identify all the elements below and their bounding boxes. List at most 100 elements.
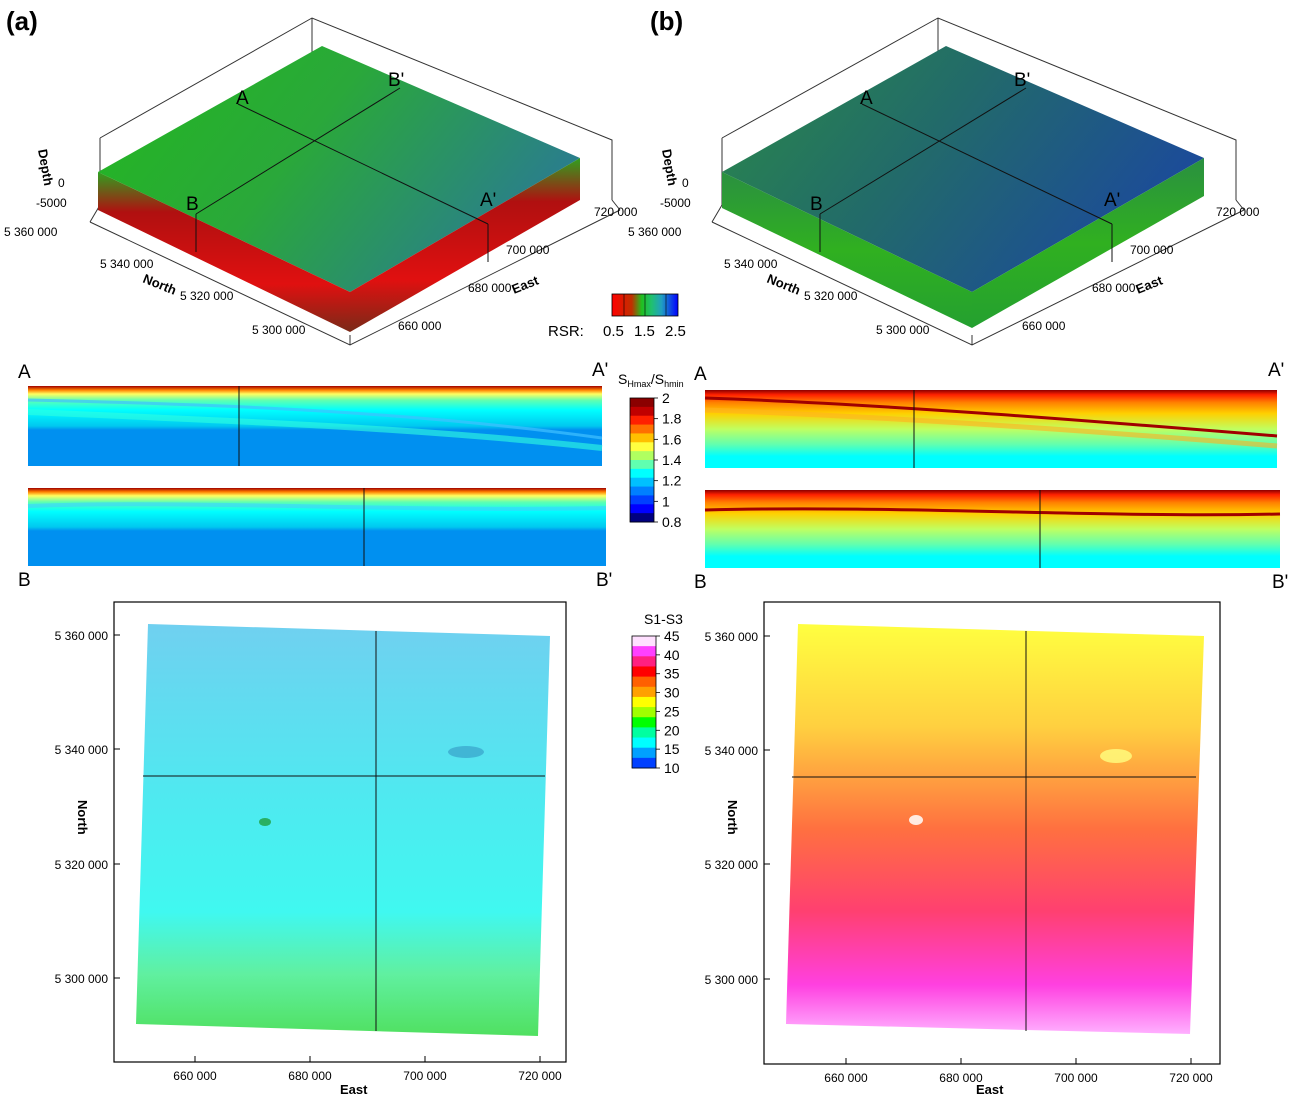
colorbar-tick-label: 1.8 bbox=[662, 411, 682, 427]
colorbar-tick-label: 1.4 bbox=[662, 452, 682, 468]
colorbar-swatch bbox=[630, 424, 654, 434]
s1s3-colorbar: S1-S3 45 40 35 30 25 20 15 10 bbox=[631, 611, 683, 776]
north-tick-2-b: 5 320 000 bbox=[804, 289, 858, 303]
map-surface-a bbox=[136, 624, 550, 1036]
east-tick-3-a: 660 000 bbox=[398, 319, 442, 333]
block-side-right bbox=[350, 158, 580, 332]
section-bb-b bbox=[705, 490, 1280, 568]
map-north-tick: 5 320 000 bbox=[55, 858, 109, 872]
north-tick-0-a: 5 360 000 bbox=[4, 225, 58, 239]
east-title-b: East bbox=[1134, 272, 1166, 296]
block-diagram-a: A B' B A' Depth 0 -5000 5 360 000 5 340 … bbox=[4, 17, 638, 346]
rsr-tick-1: 1.5 bbox=[634, 323, 655, 340]
colorbar-swatch bbox=[630, 477, 654, 488]
map-north-title-b: North bbox=[725, 800, 740, 835]
colorbar-swatch bbox=[632, 696, 656, 708]
colorbar-swatch bbox=[632, 747, 656, 759]
map-east-tick: 660 000 bbox=[824, 1071, 868, 1085]
colorbar-swatch bbox=[630, 398, 654, 408]
north-tick-3-b: 5 300 000 bbox=[876, 323, 930, 337]
map-east-tick: 680 000 bbox=[939, 1071, 983, 1085]
block-label-A: A bbox=[236, 88, 249, 109]
colorbar-swatch bbox=[630, 495, 654, 505]
map-north-title-a: North bbox=[75, 800, 90, 835]
block-label-B: B bbox=[186, 194, 199, 215]
colorbar-tick-label: 30 bbox=[664, 685, 680, 701]
block-side-left bbox=[722, 172, 972, 328]
block-label-Bp: B' bbox=[388, 70, 404, 91]
north-tick-2-a: 5 320 000 bbox=[180, 289, 234, 303]
rsr-label: RSR: bbox=[548, 323, 584, 340]
shmax-colorbar: SHmax/Shmin 2 1.8 1.6 1.4 1.2 1 0.8 bbox=[618, 371, 684, 530]
s1s3-colorbar-ramp bbox=[632, 636, 656, 769]
east-tick-3-b: 660 000 bbox=[1022, 319, 1066, 333]
depth-tick-0-a: 0 bbox=[58, 176, 65, 190]
north-tick-3-a: 5 300 000 bbox=[252, 323, 306, 337]
north-tick-1-a: 5 340 000 bbox=[100, 257, 154, 271]
map-north-tick: 5 340 000 bbox=[705, 744, 759, 758]
colorbar-swatch bbox=[630, 460, 654, 470]
colorbar-swatch bbox=[630, 468, 654, 479]
depth-tick-1-a: -5000 bbox=[36, 196, 67, 210]
colorbar-tick-label: 0.8 bbox=[662, 514, 682, 530]
colorbar-tick-label: 25 bbox=[664, 703, 680, 719]
colorbar-swatch bbox=[630, 504, 654, 514]
map-surface-b bbox=[786, 624, 1204, 1034]
east-tick-0-b: 720 000 bbox=[1216, 205, 1260, 219]
map-east-tick: 700 000 bbox=[403, 1069, 447, 1083]
map-north-tick: 5 340 000 bbox=[55, 743, 109, 757]
colorbar-swatch bbox=[630, 513, 654, 523]
colorbar-swatch bbox=[632, 737, 656, 749]
sections-a: A A' B B' bbox=[18, 360, 612, 591]
map-north-tick: 5 360 000 bbox=[705, 630, 759, 644]
block-side-right bbox=[972, 158, 1204, 328]
shmax-label: SHmax/Shmin bbox=[618, 371, 684, 389]
map-b: 5 360 000 5 340 000 5 320 000 5 300 000 660 … bbox=[705, 601, 1221, 1097]
depth-tick-0-b: 0 bbox=[682, 176, 689, 190]
east-tick-0-a: 720 000 bbox=[594, 205, 638, 219]
s1s3-label: S1-S3 bbox=[644, 611, 683, 627]
map-a: 5 360 000 5 340 000 5 320 000 5 300 000 660 … bbox=[55, 601, 567, 1097]
colorbar-tick-label: 2 bbox=[662, 390, 670, 406]
colorbar-tick-label: 45 bbox=[664, 628, 680, 644]
block-label-Bp: B' bbox=[1014, 70, 1030, 91]
map-east-title-a: East bbox=[340, 1082, 368, 1097]
block-label-Ap: A' bbox=[480, 190, 496, 211]
colorbar-swatch bbox=[632, 666, 656, 678]
colorbar-swatch bbox=[630, 451, 654, 461]
east-tick-2-b: 680 000 bbox=[1092, 281, 1136, 295]
wireframe-a bbox=[89, 17, 621, 346]
colorbar-tick-label: 35 bbox=[664, 666, 680, 682]
colorbar-tick-label: 20 bbox=[664, 722, 680, 738]
rsr-tick-0: 0.5 bbox=[603, 323, 624, 340]
map-north-tick: 5 300 000 bbox=[55, 972, 109, 986]
block-top-surface bbox=[98, 46, 580, 292]
rsr-colorbar: RSR: 0.5 1.5 2.5 bbox=[548, 293, 686, 340]
north-title-a: North bbox=[141, 271, 179, 298]
shmax-colorbar-ramp bbox=[630, 398, 654, 523]
colorbar-swatch bbox=[632, 676, 656, 688]
rsr-tick-2: 2.5 bbox=[665, 323, 686, 340]
section-line-aa bbox=[861, 103, 1113, 225]
map-north-tick: 5 300 000 bbox=[705, 973, 759, 987]
map-east-title-b: East bbox=[976, 1082, 1004, 1097]
wireframe-b bbox=[711, 17, 1245, 346]
east-title-a: East bbox=[510, 272, 542, 296]
colorbar-tick-label: 40 bbox=[664, 647, 680, 663]
colorbar-swatch bbox=[632, 656, 656, 667]
sec-label-A: A bbox=[694, 364, 707, 385]
block-side-left bbox=[98, 172, 350, 332]
map-east-tick: 660 000 bbox=[173, 1069, 217, 1083]
map-east-tick: 720 000 bbox=[518, 1069, 562, 1083]
north-tick-0-b: 5 360 000 bbox=[628, 225, 682, 239]
colorbar-tick-label: 1.6 bbox=[662, 431, 682, 447]
map-north-tick: 5 320 000 bbox=[705, 858, 759, 872]
map-east-tick: 680 000 bbox=[288, 1069, 332, 1083]
east-tick-1-a: 700 000 bbox=[506, 243, 550, 257]
colorbar-swatch bbox=[632, 717, 656, 728]
depth-title-a: Depth bbox=[35, 148, 56, 187]
sec-label-Ap: A' bbox=[592, 360, 608, 381]
colorbar-tick-label: 1 bbox=[662, 493, 670, 509]
colorbar-swatch bbox=[632, 636, 656, 647]
colorbar-swatch bbox=[630, 442, 654, 452]
